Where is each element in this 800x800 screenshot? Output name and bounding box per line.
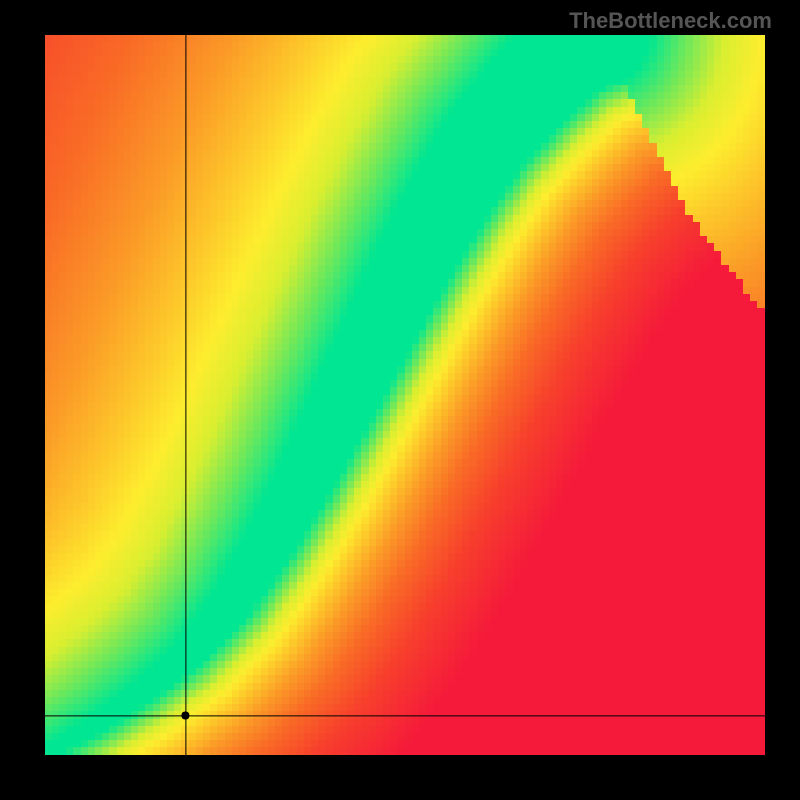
bottleneck-heatmap xyxy=(45,35,765,755)
watermark-text: TheBottleneck.com xyxy=(569,8,772,34)
chart-container: TheBottleneck.com xyxy=(0,0,800,800)
